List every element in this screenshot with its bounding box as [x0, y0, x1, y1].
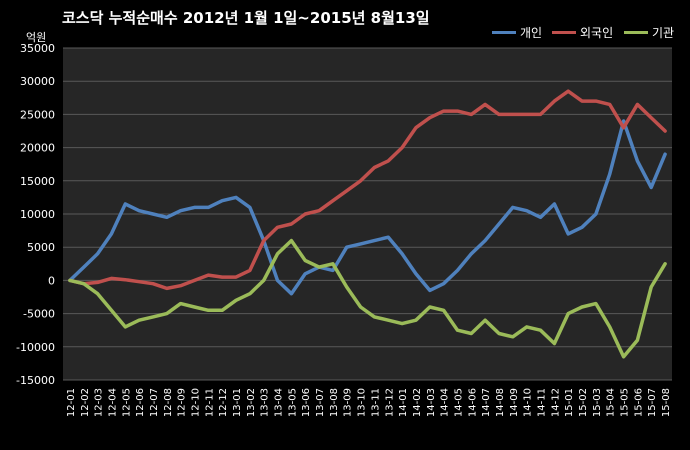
legend-label-individual: 개인 — [520, 26, 543, 40]
x-tick-label: 14-08 — [495, 388, 506, 417]
x-tick-label: 13-11 — [370, 388, 381, 417]
x-tick-label: 14-01 — [398, 388, 409, 417]
x-tick-label: 12-04 — [107, 388, 118, 417]
x-tick-label: 13-08 — [329, 388, 340, 417]
x-tick-label: 14-05 — [453, 388, 464, 417]
x-tick-label: 14-06 — [467, 388, 478, 417]
grid-lines — [63, 47, 672, 381]
x-tick-label: 15-02 — [578, 388, 589, 417]
x-tick-label: 15-06 — [633, 388, 644, 417]
y-tick-label: 30000 — [20, 75, 55, 88]
legend: 개인 — [492, 24, 542, 41]
series-lines — [68, 89, 667, 359]
series-institution-line — [68, 238, 667, 359]
x-tick-label: 13-03 — [260, 388, 271, 417]
y-tick-label: 10000 — [20, 208, 55, 221]
legend-swatch-individual — [492, 31, 516, 34]
x-tick-label: 12-03 — [94, 388, 105, 417]
x-tick-label: 12-02 — [80, 388, 91, 417]
x-tick-label: 14-07 — [481, 388, 492, 417]
x-tick-label: 15-08 — [661, 388, 672, 417]
x-tick-label: 13-07 — [315, 388, 326, 417]
x-tick-label: 12-07 — [149, 388, 160, 417]
y-tick-label: -15000 — [16, 374, 55, 387]
y-axis-ticks: -15000 -10000 -5000 0 5000 10000 15000 20000 250… — [16, 42, 55, 387]
y-tick-label: 20000 — [20, 142, 55, 155]
legend-item-foreign: 외국인 — [552, 24, 613, 41]
y-tick-label: 35000 — [20, 42, 55, 55]
y-tick-label: 5000 — [27, 241, 55, 254]
x-tick-label: 12-11 — [204, 388, 215, 417]
x-tick-label: 14-10 — [523, 388, 534, 417]
series-foreign-line — [68, 89, 667, 291]
legend-swatch-foreign — [552, 31, 576, 34]
x-tick-label: 12-05 — [121, 388, 132, 417]
x-tick-label: 15-07 — [647, 388, 658, 417]
y-axis-unit-label: 억원 — [26, 31, 46, 44]
legend-label-foreign: 외국인 — [580, 26, 614, 40]
y-tick-label: 0 — [48, 274, 55, 287]
x-tick-label: 12-08 — [163, 388, 174, 417]
x-tick-label: 14-04 — [440, 388, 451, 417]
y-tick-label: 15000 — [20, 175, 55, 188]
series-individual-line — [68, 119, 667, 296]
x-tick-label: 12-12 — [218, 388, 229, 417]
legend-item-institution: 기관 — [624, 24, 674, 41]
x-tick-label: 13-02 — [246, 388, 257, 417]
x-tick-label: 12-01 — [66, 388, 77, 417]
y-tick-label: -5000 — [23, 308, 55, 321]
chart-title: 코스닥 누적순매수 2012년 1월 1일~2015년 8월13일 — [62, 9, 430, 27]
y-tick-label: 25000 — [20, 108, 55, 121]
x-tick-label: 13-01 — [232, 388, 243, 417]
x-tick-label: 15-01 — [564, 388, 575, 417]
x-tick-label: 15-05 — [620, 388, 631, 417]
x-tick-label: 13-09 — [343, 388, 354, 417]
legend-swatch-institution — [624, 31, 648, 34]
y-tick-label: -10000 — [16, 341, 55, 354]
x-tick-label: 13-06 — [301, 388, 312, 417]
x-tick-label: 14-11 — [537, 388, 548, 417]
x-tick-label: 13-12 — [384, 388, 395, 417]
x-tick-label: 12-06 — [135, 388, 146, 417]
x-tick-label: 14-02 — [412, 388, 423, 417]
x-tick-label: 14-03 — [426, 388, 437, 417]
x-tick-label: 15-03 — [592, 388, 603, 417]
x-tick-label: 13-10 — [357, 388, 368, 417]
x-tick-label: 12-10 — [190, 388, 201, 417]
x-tick-label: 13-05 — [287, 388, 298, 417]
x-tick-label: 15-04 — [606, 388, 617, 417]
x-tick-label: 13-04 — [274, 388, 285, 417]
x-tick-label: 12-09 — [177, 388, 188, 417]
legend-label-institution: 기관 — [652, 26, 675, 40]
x-axis-ticks: 12-01 12-02 12-03 12-04 12-05 12-06 12-07 12-08… — [66, 388, 672, 417]
x-tick-label: 14-09 — [509, 388, 520, 417]
x-tick-label: 14-12 — [550, 388, 561, 417]
